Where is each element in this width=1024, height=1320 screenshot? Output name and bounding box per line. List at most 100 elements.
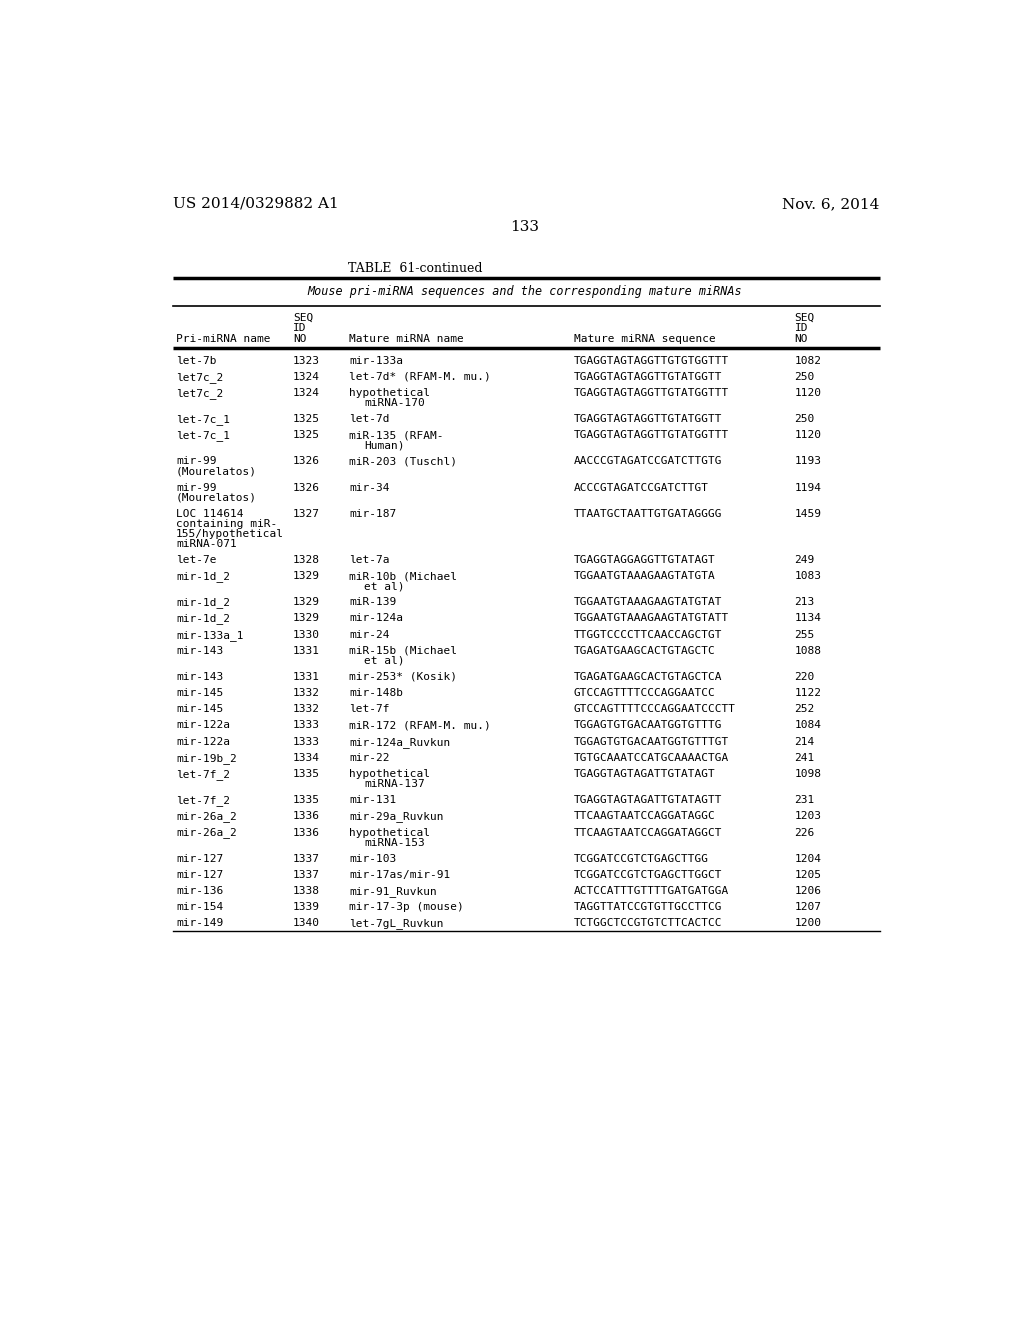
Text: mir-133a_1: mir-133a_1 bbox=[176, 630, 244, 640]
Text: mir-26a_2: mir-26a_2 bbox=[176, 812, 237, 822]
Text: 249: 249 bbox=[795, 554, 815, 565]
Text: TGAGGTAGTAGGTTGTATGGTTT: TGAGGTAGTAGGTTGTATGGTTT bbox=[573, 430, 729, 440]
Text: mir-99: mir-99 bbox=[176, 457, 216, 466]
Text: miRNA-153: miRNA-153 bbox=[365, 838, 425, 847]
Text: let-7c_1: let-7c_1 bbox=[176, 414, 230, 425]
Text: 1082: 1082 bbox=[795, 355, 821, 366]
Text: miR-139: miR-139 bbox=[349, 598, 396, 607]
Text: let-7e: let-7e bbox=[176, 554, 216, 565]
Text: let7c_2: let7c_2 bbox=[176, 388, 223, 399]
Text: 1333: 1333 bbox=[293, 737, 321, 747]
Text: 1204: 1204 bbox=[795, 854, 821, 863]
Text: TCGGATCCGTCTGAGCTTGG: TCGGATCCGTCTGAGCTTGG bbox=[573, 854, 709, 863]
Text: GTCCAGTTTTCCCAGGAATCCCTT: GTCCAGTTTTCCCAGGAATCCCTT bbox=[573, 705, 735, 714]
Text: mir-154: mir-154 bbox=[176, 903, 223, 912]
Text: miRNA-137: miRNA-137 bbox=[365, 779, 425, 789]
Text: TGAGATGAAGCACTGTAGCTCA: TGAGATGAAGCACTGTAGCTCA bbox=[573, 672, 722, 682]
Text: TABLE  61-continued: TABLE 61-continued bbox=[347, 263, 482, 276]
Text: hypothetical: hypothetical bbox=[349, 770, 430, 779]
Text: mir-29a_Ruvkun: mir-29a_Ruvkun bbox=[349, 812, 443, 822]
Text: 1200: 1200 bbox=[795, 919, 821, 928]
Text: miR-135 (RFAM-: miR-135 (RFAM- bbox=[349, 430, 443, 440]
Text: containing miR-: containing miR- bbox=[176, 519, 278, 529]
Text: 1120: 1120 bbox=[795, 430, 821, 440]
Text: TCGGATCCGTCTGAGCTTGGCT: TCGGATCCGTCTGAGCTTGGCT bbox=[573, 870, 722, 880]
Text: SEQ: SEQ bbox=[293, 313, 313, 322]
Text: 1323: 1323 bbox=[293, 355, 321, 366]
Text: TGAGGTAGTAGGTTGTATGGTT: TGAGGTAGTAGGTTGTATGGTT bbox=[573, 414, 722, 424]
Text: mir-26a_2: mir-26a_2 bbox=[176, 828, 237, 838]
Text: 226: 226 bbox=[795, 828, 815, 837]
Text: TGAGGTAGTAGGTTGTATGGTTT: TGAGGTAGTAGGTTGTATGGTTT bbox=[573, 388, 729, 397]
Text: et al): et al) bbox=[365, 581, 404, 591]
Text: let-7d: let-7d bbox=[349, 414, 389, 424]
Text: mir-136: mir-136 bbox=[176, 886, 223, 896]
Text: TGAGGTAGTAGATTGTATAGTT: TGAGGTAGTAGATTGTATAGTT bbox=[573, 795, 722, 805]
Text: 252: 252 bbox=[795, 705, 815, 714]
Text: TGAGGTAGTAGATTGTATAGT: TGAGGTAGTAGATTGTATAGT bbox=[573, 770, 716, 779]
Text: mir-99: mir-99 bbox=[176, 483, 216, 492]
Text: let-7d* (RFAM-M. mu.): let-7d* (RFAM-M. mu.) bbox=[349, 372, 490, 381]
Text: US 2014/0329882 A1: US 2014/0329882 A1 bbox=[173, 197, 339, 211]
Text: 1336: 1336 bbox=[293, 812, 321, 821]
Text: Mature miRNA sequence: Mature miRNA sequence bbox=[573, 334, 716, 345]
Text: 255: 255 bbox=[795, 630, 815, 640]
Text: TTCAAGTAATCCAGGATAGGC: TTCAAGTAATCCAGGATAGGC bbox=[573, 812, 716, 821]
Text: TTAATGCTAATTGTGATAGGGG: TTAATGCTAATTGTGATAGGGG bbox=[573, 508, 722, 519]
Text: AACCCGTAGATCCGATCTTGTG: AACCCGTAGATCCGATCTTGTG bbox=[573, 457, 722, 466]
Text: 231: 231 bbox=[795, 795, 815, 805]
Text: mir-22: mir-22 bbox=[349, 752, 389, 763]
Text: 1326: 1326 bbox=[293, 483, 321, 492]
Text: 1332: 1332 bbox=[293, 688, 321, 698]
Text: 1334: 1334 bbox=[293, 752, 321, 763]
Text: NO: NO bbox=[795, 334, 808, 345]
Text: mir-122a: mir-122a bbox=[176, 737, 230, 747]
Text: 133: 133 bbox=[510, 220, 540, 234]
Text: 1337: 1337 bbox=[293, 854, 321, 863]
Text: TTCAAGTAATCCAGGATAGGCT: TTCAAGTAATCCAGGATAGGCT bbox=[573, 828, 722, 837]
Text: (Mourelatos): (Mourelatos) bbox=[176, 466, 257, 477]
Text: mir-34: mir-34 bbox=[349, 483, 389, 492]
Text: mir-17-3p (mouse): mir-17-3p (mouse) bbox=[349, 903, 464, 912]
Text: 1333: 1333 bbox=[293, 721, 321, 730]
Text: mir-24: mir-24 bbox=[349, 630, 389, 640]
Text: mir-124a_Ruvkun: mir-124a_Ruvkun bbox=[349, 737, 451, 747]
Text: TGGAATGTAAAGAAGTATGTA: TGGAATGTAAAGAAGTATGTA bbox=[573, 572, 716, 581]
Text: 250: 250 bbox=[795, 414, 815, 424]
Text: 1207: 1207 bbox=[795, 903, 821, 912]
Text: mir-1d_2: mir-1d_2 bbox=[176, 614, 230, 624]
Text: miRNA-170: miRNA-170 bbox=[365, 397, 425, 408]
Text: 1324: 1324 bbox=[293, 388, 321, 397]
Text: mir-131: mir-131 bbox=[349, 795, 396, 805]
Text: let-7b: let-7b bbox=[176, 355, 216, 366]
Text: ACCCGTAGATCCGATCTTGT: ACCCGTAGATCCGATCTTGT bbox=[573, 483, 709, 492]
Text: 213: 213 bbox=[795, 598, 815, 607]
Text: mir-145: mir-145 bbox=[176, 705, 223, 714]
Text: mir-133a: mir-133a bbox=[349, 355, 402, 366]
Text: mir-1d_2: mir-1d_2 bbox=[176, 572, 230, 582]
Text: 1325: 1325 bbox=[293, 414, 321, 424]
Text: SEQ: SEQ bbox=[795, 313, 815, 322]
Text: mir-103: mir-103 bbox=[349, 854, 396, 863]
Text: TGAGGTAGTAGGTTGTGTGGTTT: TGAGGTAGTAGGTTGTGTGGTTT bbox=[573, 355, 729, 366]
Text: Pri-miRNA name: Pri-miRNA name bbox=[176, 334, 270, 345]
Text: 1338: 1338 bbox=[293, 886, 321, 896]
Text: TGAGGTAGTAGGTTGTATGGTT: TGAGGTAGTAGGTTGTATGGTT bbox=[573, 372, 722, 381]
Text: TAGGTTATCCGTGTTGCCTTCG: TAGGTTATCCGTGTTGCCTTCG bbox=[573, 903, 722, 912]
Text: 1330: 1330 bbox=[293, 630, 321, 640]
Text: mir-91_Ruvkun: mir-91_Ruvkun bbox=[349, 886, 436, 898]
Text: mir-127: mir-127 bbox=[176, 870, 223, 880]
Text: et al): et al) bbox=[365, 656, 404, 665]
Text: LOC 114614: LOC 114614 bbox=[176, 508, 244, 519]
Text: 1340: 1340 bbox=[293, 919, 321, 928]
Text: 1339: 1339 bbox=[293, 903, 321, 912]
Text: 1331: 1331 bbox=[293, 672, 321, 682]
Text: miR-203 (Tuschl): miR-203 (Tuschl) bbox=[349, 457, 457, 466]
Text: Nov. 6, 2014: Nov. 6, 2014 bbox=[782, 197, 880, 211]
Text: mir-148b: mir-148b bbox=[349, 688, 402, 698]
Text: 1194: 1194 bbox=[795, 483, 821, 492]
Text: TGGAGTGTGACAATGGTGTTTGT: TGGAGTGTGACAATGGTGTTTGT bbox=[573, 737, 729, 747]
Text: 1459: 1459 bbox=[795, 508, 821, 519]
Text: mir-253* (Kosik): mir-253* (Kosik) bbox=[349, 672, 457, 682]
Text: let-7f_2: let-7f_2 bbox=[176, 795, 230, 807]
